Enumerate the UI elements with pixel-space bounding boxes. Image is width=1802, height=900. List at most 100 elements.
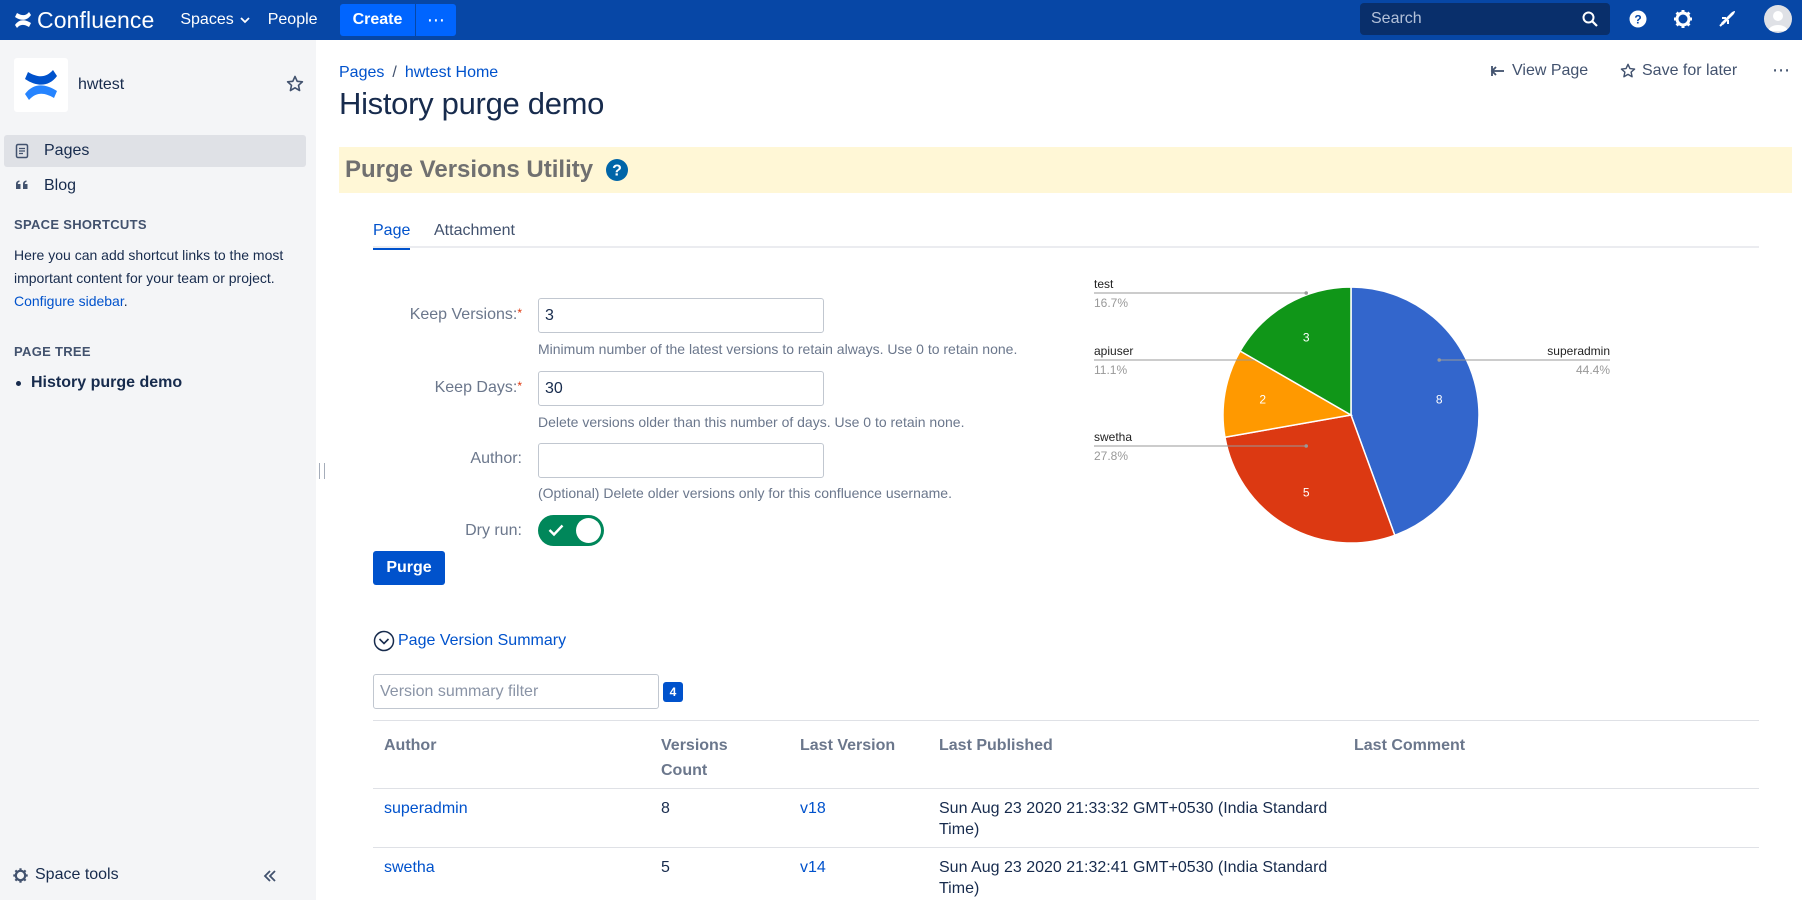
sidebar-resize-handle[interactable] xyxy=(319,463,325,479)
page-tree-heading: PAGE TREE xyxy=(14,344,91,359)
summary-toggle-label: Page Version Summary xyxy=(398,632,567,649)
page-tree-item[interactable]: History purge demo xyxy=(14,374,182,392)
author-input[interactable] xyxy=(538,443,824,478)
sidebar-item-blog[interactable]: Blog xyxy=(4,170,306,202)
configure-sidebar-link[interactable]: Configure sidebar xyxy=(14,293,124,309)
people-link[interactable]: People xyxy=(267,11,318,28)
row-author[interactable]: swetha xyxy=(373,847,650,900)
bullet xyxy=(16,380,21,386)
pie-legend-name: test xyxy=(1094,277,1114,291)
space-name[interactable]: hwtest xyxy=(78,76,125,93)
toggle-knob xyxy=(576,518,601,543)
dry-run-toggle[interactable] xyxy=(538,515,604,546)
required-mark: * xyxy=(517,306,522,320)
purge-button[interactable]: Purge xyxy=(373,551,445,585)
page-title: History purge demo xyxy=(339,86,605,121)
confluence-logo-icon xyxy=(15,12,31,28)
user-avatar-icon xyxy=(1768,11,1788,31)
pie-slice-superadmin[interactable] xyxy=(1350,286,1480,537)
save-for-later-label: Save for later xyxy=(1642,62,1738,79)
keep-days-label: Keep Days:* xyxy=(322,379,522,397)
gear-icon[interactable] xyxy=(1673,9,1693,29)
collapse-sidebar-icon[interactable] xyxy=(262,868,278,884)
pie-legend-percent: 16.7% xyxy=(1094,296,1128,310)
sidebar-item-pages[interactable]: Pages xyxy=(4,135,306,167)
keep-versions-input[interactable] xyxy=(538,298,824,333)
pie-value-label: 3 xyxy=(1303,330,1310,344)
create-group: Create ⋯ xyxy=(339,4,457,36)
version-summary-filter-input[interactable] xyxy=(373,674,659,709)
header-last-published[interactable]: Last Published xyxy=(928,720,1343,789)
page-version-summary-toggle[interactable]: Page Version Summary xyxy=(373,630,566,652)
pages-icon xyxy=(15,143,29,159)
row-count: 5 xyxy=(650,847,789,900)
help-icon[interactable]: ? xyxy=(1628,9,1648,29)
save-for-later-button[interactable]: Save for later xyxy=(1620,62,1737,80)
sidebar: hwtest Pages Blog SPACE SHORTCUTS Here y… xyxy=(0,40,316,900)
search-icon[interactable] xyxy=(1582,11,1598,27)
back-arrow-icon xyxy=(1490,66,1504,76)
pie-legend-percent: 11.1% xyxy=(1094,363,1127,377)
tab-attachment[interactable]: Attachment xyxy=(434,222,515,239)
space-tools-label: Space tools xyxy=(35,866,119,883)
header-author[interactable]: Author xyxy=(373,720,650,789)
table-header-row: Author Versions Count Last Version Last … xyxy=(373,720,1759,789)
gear-icon xyxy=(13,867,28,883)
pie-leader-dot xyxy=(1437,358,1442,362)
count-badge: 4 xyxy=(663,682,683,702)
row-author[interactable]: superadmin xyxy=(373,788,650,848)
pie-leader-dot xyxy=(1304,444,1308,448)
spaces-label: Spaces xyxy=(180,11,234,28)
more-actions-button[interactable]: ⋯ xyxy=(1772,60,1791,80)
breadcrumb: Pages / hwtest Home xyxy=(339,64,498,82)
row-count: 8 xyxy=(650,788,789,848)
space-shortcuts-heading: SPACE SHORTCUTS xyxy=(14,217,147,232)
keep-days-label-text: Keep Days: xyxy=(434,379,518,396)
dry-run-label: Dry run: xyxy=(465,522,522,539)
create-more-button[interactable]: ⋯ xyxy=(416,4,457,36)
pie-value-label: 5 xyxy=(1303,486,1310,500)
space-logo-icon xyxy=(25,70,57,100)
pie-legend-percent: 44.4% xyxy=(1576,363,1610,377)
header-last-comment[interactable]: Last Comment xyxy=(1343,720,1759,789)
table-row: swetha 5 v14 Sun Aug 23 2020 21:32:41 GM… xyxy=(373,847,1759,900)
pie-slice-test[interactable] xyxy=(1239,286,1352,417)
keep-days-input[interactable] xyxy=(538,371,824,406)
row-comment xyxy=(1343,788,1759,848)
pie-slice-swetha[interactable] xyxy=(1224,414,1396,544)
author-label: Author: xyxy=(470,450,522,467)
pie-legend-name: apiuser xyxy=(1094,344,1133,358)
chevron-down-icon xyxy=(240,17,250,24)
space-tools-button[interactable]: Space tools xyxy=(12,866,119,884)
header-last-version[interactable]: Last Version xyxy=(789,720,928,789)
tab-page[interactable]: Page xyxy=(373,222,411,250)
space-shortcuts-description: Here you can add shortcut links to the m… xyxy=(14,247,284,286)
breadcrumb-pages[interactable]: Pages xyxy=(339,64,385,81)
utility-banner: Purge Versions Utility ? xyxy=(339,147,1792,193)
breadcrumb-separator: / xyxy=(392,64,397,81)
spaces-menu[interactable]: Spaces xyxy=(180,11,250,29)
row-version[interactable]: v18 xyxy=(789,788,928,848)
header-versions-count[interactable]: Versions Count xyxy=(650,720,789,789)
pie-value-label: 8 xyxy=(1436,392,1443,406)
search-placeholder: Search xyxy=(1371,10,1422,27)
breadcrumb-space-home[interactable]: hwtest Home xyxy=(404,64,499,81)
star-icon[interactable] xyxy=(286,75,304,93)
view-page-button[interactable]: View Page xyxy=(1490,62,1588,80)
pie-legend-name: swetha xyxy=(1094,430,1132,444)
help-icon[interactable]: ? xyxy=(605,158,629,182)
create-button[interactable]: Create xyxy=(339,4,417,36)
search-input[interactable]: Search xyxy=(1360,3,1610,35)
row-published: Sun Aug 23 2020 21:33:32 GMT+0530 (India… xyxy=(928,788,1343,848)
logo-text: Confluence xyxy=(37,6,155,33)
avatar[interactable] xyxy=(1764,5,1792,33)
utility-title: Purge Versions Utility xyxy=(345,156,594,183)
version-pie-chart: 8 superadmin 44.4% 5 swetha 27.8% 2 apiuser 11.1… xyxy=(1094,277,1610,544)
space-logo[interactable] xyxy=(14,58,68,112)
pie-legend-name: superadmin xyxy=(1547,344,1610,358)
svg-text:?: ? xyxy=(612,163,622,180)
pie-slice-apiuser[interactable] xyxy=(1222,349,1354,439)
notifications-icon[interactable] xyxy=(1717,9,1737,29)
confluence-logo[interactable]: Confluence xyxy=(13,0,154,40)
row-version[interactable]: v14 xyxy=(789,847,928,900)
